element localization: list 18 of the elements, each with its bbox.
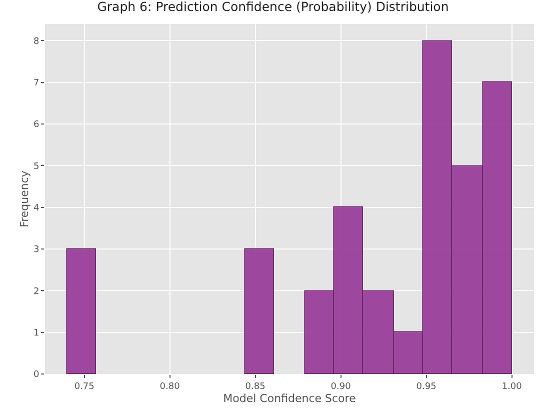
y-axis-title: Frequency [18,170,32,228]
x-axis-title: Model Confidence Score [223,392,356,405]
y-tick-label: 3 [33,245,40,256]
x-tick-label: 0.95 [416,382,436,392]
x-tick-label: 0.85 [245,382,266,392]
y-tick-label: 0 [33,370,40,380]
y-tick-label: 7 [33,78,40,88]
x-tick-label: 1.00 [502,382,522,392]
chart-title: Graph 6: Prediction Confidence (Probability) Distribution [97,0,449,14]
y-tick-label: 6 [33,120,40,130]
y-tick-label: 4 [33,203,40,214]
x-tick-label: 0.80 [160,382,180,392]
y-tick-label: 2 [33,286,40,297]
y-tick-label: 8 [33,36,40,47]
x-tick-label: 0.90 [330,382,352,392]
y-tick-label: 5 [33,162,40,172]
y-tick-label: 1 [33,328,40,338]
x-tick-label: 0.75 [74,382,94,392]
